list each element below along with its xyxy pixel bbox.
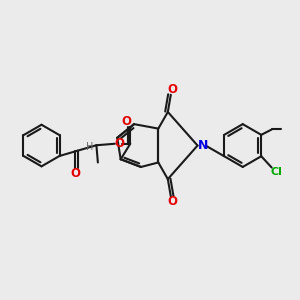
Text: N: N [198, 139, 209, 152]
Text: O: O [167, 83, 177, 96]
Text: H: H [86, 142, 94, 152]
Text: O: O [167, 195, 177, 208]
Text: O: O [70, 167, 80, 180]
Text: Cl: Cl [270, 167, 282, 177]
Text: O: O [115, 137, 124, 150]
Text: O: O [121, 115, 131, 128]
